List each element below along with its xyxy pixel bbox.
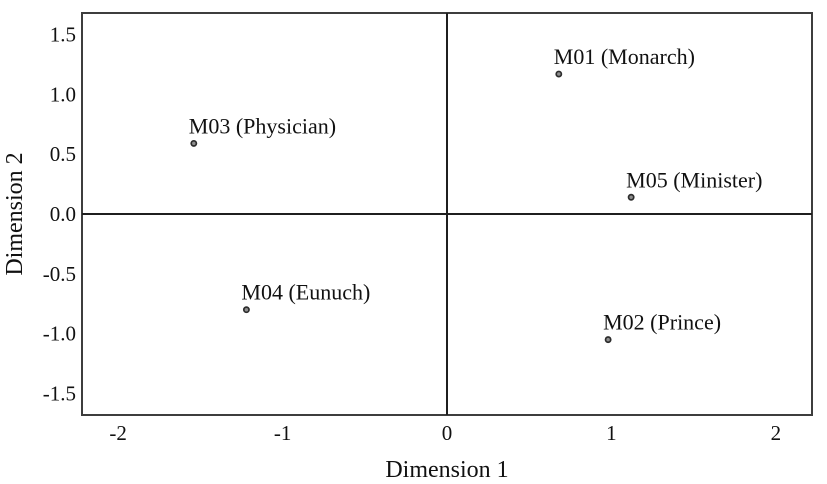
y-tick-label: 1.5 — [50, 23, 76, 47]
y-tick-label: -1.5 — [43, 381, 76, 405]
y-tick-label: 0.5 — [50, 142, 76, 166]
y-tick-label: -1.0 — [43, 322, 76, 346]
x-tick-label: -1 — [274, 421, 292, 445]
y-tick-label: 1.0 — [50, 82, 76, 106]
x-tick-label: 1 — [606, 421, 617, 445]
data-point-M01 — [555, 70, 563, 78]
data-point-label-M02: M02 (Prince) — [603, 310, 721, 335]
data-point-label-M01: M01 (Monarch) — [554, 44, 695, 69]
x-axis-title: Dimension 1 — [385, 457, 508, 483]
data-point-M05 — [627, 193, 635, 201]
y-tick-label: -0.5 — [43, 262, 76, 286]
data-point-label-M05: M05 (Minister) — [626, 167, 762, 192]
data-point-M02 — [604, 336, 612, 344]
data-point-M03 — [190, 139, 198, 147]
y-axis-title: Dimension 2 — [2, 152, 28, 275]
data-point-label-M04: M04 (Eunuch) — [241, 280, 370, 305]
data-point-M04 — [242, 306, 250, 314]
data-point-label-M03: M03 (Physician) — [189, 113, 336, 138]
x-tick-label: 2 — [771, 421, 782, 445]
x-tick-label: 0 — [442, 421, 453, 445]
x-tick-label: -2 — [109, 421, 127, 445]
y-tick-label: 0.0 — [50, 202, 76, 226]
